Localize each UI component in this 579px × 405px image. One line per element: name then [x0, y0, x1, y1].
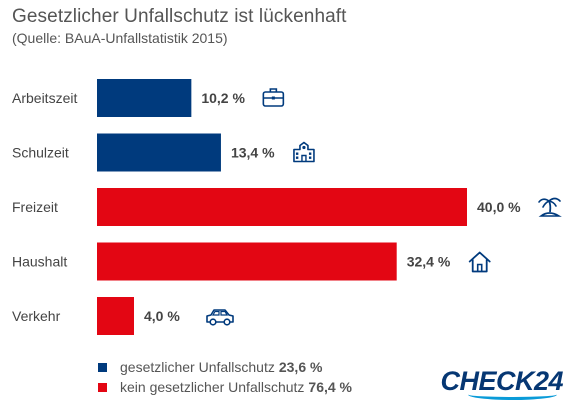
legend-value: 23,6 % [278, 359, 323, 375]
island-icon [538, 197, 562, 217]
value-label: 32,4 % [407, 254, 451, 270]
bar-schulzeit [97, 133, 221, 172]
legend-item-covered: gesetzlicher Unfallschutz 23,6 % [98, 357, 352, 377]
value-label: 4,0 % [144, 308, 180, 324]
legend-value: 76,4 % [308, 379, 353, 395]
category-label: Verkehr [12, 308, 61, 324]
category-label: Haushalt [12, 254, 67, 270]
check24-logo: CHECK24 [440, 366, 563, 400]
value-label: 13,4 % [231, 145, 275, 161]
value-label: 10,2 % [201, 90, 245, 106]
school-icon [293, 141, 315, 163]
legend-label: kein gesetzlicher Unfallschutz [120, 379, 305, 395]
legend-swatch-covered [98, 362, 107, 372]
legend: gesetzlicher Unfallschutz 23,6 % kein ge… [98, 357, 352, 397]
value-label: 40,0 % [477, 199, 521, 215]
category-label: Freizeit [12, 199, 58, 215]
legend-label: gesetzlicher Unfallschutz [120, 359, 275, 375]
logo-arc [468, 389, 557, 400]
house-icon [468, 251, 491, 273]
bar-chart: Arbeitszeit 10,2 % Schulzeit 13,4 % Freizeit… [12, 79, 562, 335]
car-icon [206, 309, 234, 326]
chart-subtitle: (Quelle: BAuA-Unfallstatistik 2015) [12, 30, 228, 46]
legend-swatch-not-covered [98, 382, 107, 392]
bar-verkehr [97, 297, 134, 335]
bar-haushalt [97, 242, 397, 281]
briefcase-icon [262, 88, 285, 107]
legend-item-not-covered: kein gesetzlicher Unfallschutz 76,4 % [98, 377, 352, 397]
category-label: Schulzeit [12, 145, 69, 161]
category-label: Arbeitszeit [12, 90, 77, 106]
bar-arbeitszeit [97, 79, 192, 117]
bar-freizeit [97, 188, 467, 226]
chart-title: Gesetzlicher Unfallschutz ist lückenhaft [12, 6, 347, 27]
